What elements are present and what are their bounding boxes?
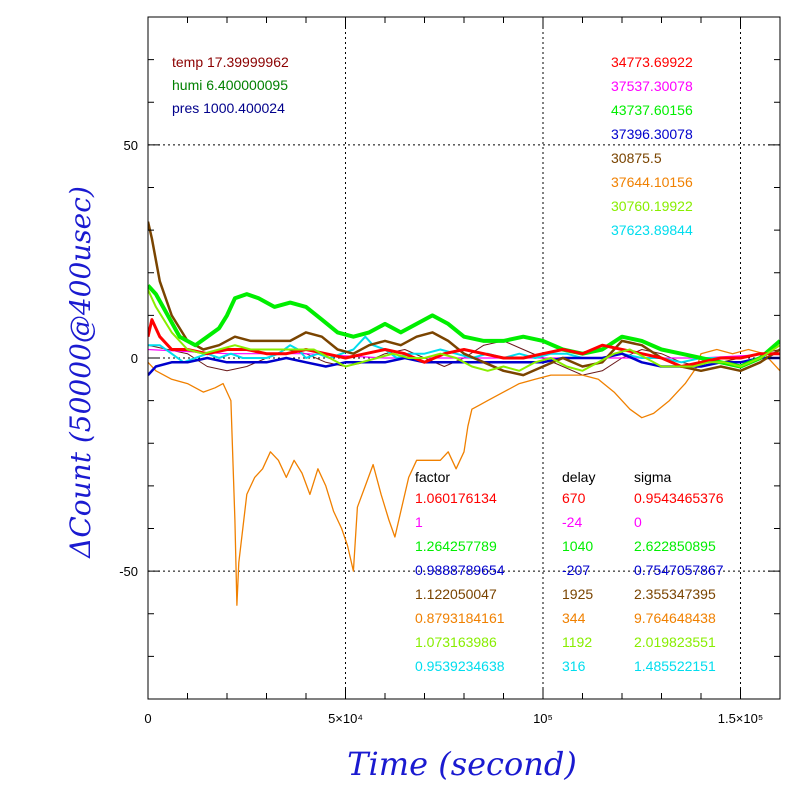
x-tick-label: 10⁵ (533, 711, 553, 726)
y-tick-label: 0 (131, 351, 138, 366)
table-factor-4: 1.122050047 (415, 586, 497, 602)
table-factor-3: 0.9888789654 (415, 562, 505, 578)
series-line-4 (148, 221, 780, 377)
table-delay-2: 1040 (562, 538, 593, 554)
table-delay-6: 1192 (562, 634, 592, 650)
series-mean-1: 37537.30078 (611, 78, 693, 94)
series-mean-legend: 34773.69922 37537.30078 43737.60156 37396.3… (611, 54, 693, 238)
x-axis-title: Time (second) (347, 745, 577, 783)
env-label-1: humi 6.400000095 (172, 77, 288, 93)
y-tick-label: 50 (124, 138, 138, 153)
table-sigma-4: 2.355347395 (634, 586, 716, 602)
series-lines (148, 221, 780, 606)
table-delay-5: 344 (562, 610, 586, 626)
env-legend: temp 17.39999962 humi 6.400000095 pres 100… (172, 54, 289, 116)
series-line-7 (148, 335, 780, 364)
table-sigma-3: 0.7547057867 (634, 562, 724, 578)
table-factor-2: 1.264257789 (415, 538, 497, 554)
table-sigma-1: 0 (634, 514, 642, 530)
series-line-6 (148, 289, 780, 372)
series-line-1 (148, 348, 780, 359)
env-label-0: temp 17.39999962 (172, 54, 289, 70)
table-factor-5: 0.8793184161 (415, 610, 505, 626)
table-delay-1: -24 (562, 514, 582, 530)
series-line-2 (148, 284, 780, 369)
table-delay-0: 670 (562, 490, 586, 506)
series-mean-2: 43737.60156 (611, 102, 693, 118)
table-sigma-5: 9.764648438 (634, 610, 716, 626)
table-delay-3: -207 (562, 562, 590, 578)
series-line-5 (148, 348, 780, 606)
table-sigma-2: 2.622850895 (634, 538, 716, 554)
x-tick-label: 1.5×10⁵ (718, 711, 764, 726)
table-sigma-6: 2.019823551 (634, 634, 716, 650)
y-tick-label: -50 (119, 564, 138, 579)
series-mean-0: 34773.69922 (611, 54, 693, 70)
table-factor-0: 1.060176134 (415, 490, 497, 506)
series-mean-3: 37396.30078 (611, 126, 693, 142)
table-factor-1: 1 (415, 514, 423, 530)
series-line-0 (148, 318, 780, 368)
series-mean-6: 30760.19922 (611, 198, 693, 214)
tick-labels: 0 5×10⁴ 10⁵ 1.5×10⁵ -50 0 50 (119, 16, 781, 726)
table-factor-6: 1.073163986 (415, 634, 497, 650)
x-tick-label: 5×10⁴ (328, 711, 363, 726)
x-tick-label: 0 (144, 711, 151, 726)
table-delay-7: 316 (562, 658, 586, 674)
series-mean-4: 30875.5 (611, 150, 662, 166)
env-label-2: pres 1000.400024 (172, 100, 285, 116)
table-header-delay: delay (562, 469, 595, 485)
table-sigma-7: 1.485522151 (634, 658, 716, 674)
series-mean-7: 37623.89844 (611, 222, 693, 238)
series-mean-5: 37644.10156 (611, 174, 693, 190)
table-sigma-0: 0.9543465376 (634, 490, 724, 506)
series-stats-table: factor delay sigma 1.060176134 670 0.95434… (415, 469, 724, 674)
table-header-sigma: sigma (634, 469, 672, 485)
table-delay-4: 1925 (562, 586, 593, 602)
table-factor-7: 0.9539234638 (415, 658, 505, 674)
table-header-factor: factor (415, 469, 450, 485)
y-axis-title: ΔCount (50000@400usec) (64, 186, 97, 559)
